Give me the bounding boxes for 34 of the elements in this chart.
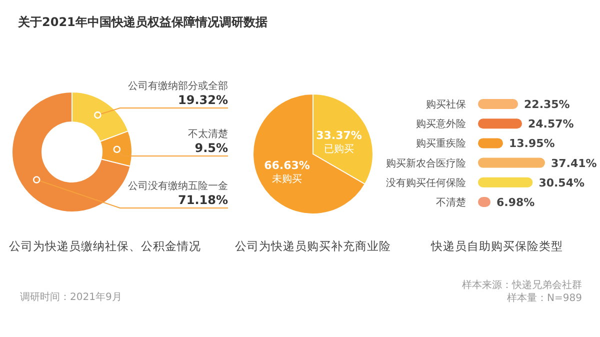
- slice-label: 不太清楚: [188, 128, 228, 140]
- bar: [478, 118, 522, 129]
- data-label: 33.37%: [316, 129, 362, 142]
- data-label: 22.35%: [524, 98, 570, 111]
- text: 快递员自助购买保险类型: [430, 239, 563, 253]
- slice-label: 公司有缴纳部分或全部: [128, 80, 228, 92]
- text: 调研时间：2021年9月: [20, 291, 122, 303]
- bar: [478, 158, 545, 168]
- data-label: 37.41%: [551, 156, 597, 170]
- y-tick-label: 购买重疾险: [416, 138, 466, 150]
- data-label: 30.54%: [538, 176, 585, 190]
- data-label: 24.57%: [528, 118, 574, 131]
- bar: [478, 177, 533, 188]
- slice-label: 公司没有缴纳五险一金: [128, 180, 228, 192]
- y-tick-label: 不清楚: [436, 196, 466, 208]
- data-label: 9.5%: [194, 141, 228, 155]
- data-label: 66.63%: [264, 158, 310, 172]
- bar: [478, 138, 503, 148]
- text: 样本来源：快递兄弟会社群: [462, 279, 582, 291]
- y-tick-label: 购买意外险: [416, 118, 466, 130]
- slice-label: 未购买: [272, 172, 302, 185]
- text: 公司为快递员购买补充商业险: [235, 239, 391, 253]
- slice-label: 已购买: [324, 144, 354, 156]
- data-label: 6.98%: [496, 196, 535, 209]
- data-label: 13.95%: [508, 137, 555, 150]
- bar: [478, 99, 518, 109]
- y-tick-label: 没有购买任何保险: [386, 176, 466, 189]
- text: 公司为快递员缴纳社保、公积金情况: [9, 239, 201, 253]
- y-tick-label: 购买社保: [426, 98, 466, 110]
- data-label: 71.18%: [178, 193, 228, 207]
- data-label: 19.32%: [178, 93, 228, 107]
- text: 样本量：N=989: [507, 292, 582, 304]
- text: 关于2021年中国快递员权益保障情况调研数据: [17, 15, 268, 29]
- y-tick-label: 购买新农合医疗险: [386, 157, 466, 170]
